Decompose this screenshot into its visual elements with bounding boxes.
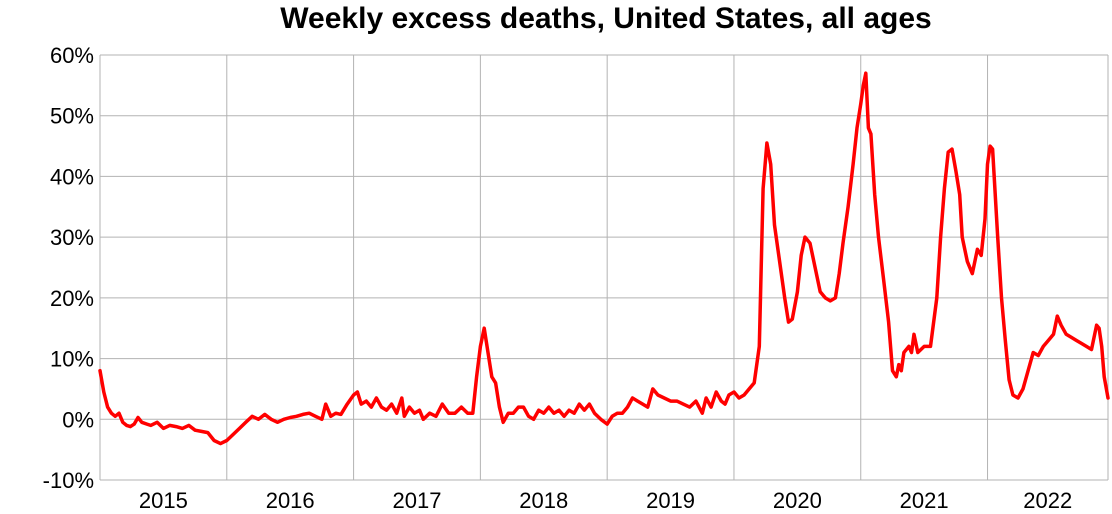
x-tick-label: 2022: [1023, 488, 1072, 513]
x-gridlines: [99, 55, 1109, 480]
y-gridlines: [100, 54, 1108, 481]
x-tick-label: 2017: [393, 488, 442, 513]
x-axis-tick-labels: 2015 2016 2017 2018 2019 2020 2021 2022: [139, 488, 1072, 513]
x-tick-label: 2018: [519, 488, 568, 513]
x-tick-label: 2021: [900, 488, 949, 513]
y-tick-label: 30%: [50, 225, 94, 250]
y-tick-label: 10%: [50, 347, 94, 372]
y-tick-label: 40%: [50, 164, 94, 189]
series-group: [98, 71, 1110, 446]
x-tick-label: 2015: [139, 488, 188, 513]
y-axis-tick-labels: -10% 0% 10% 20% 30% 40% 50% 60%: [43, 43, 94, 493]
y-tick-label: 0%: [62, 407, 94, 432]
y-tick-label: 60%: [50, 43, 94, 68]
y-tick-label: 20%: [50, 286, 94, 311]
chart-title: Weekly excess deaths, United States, all…: [280, 2, 932, 35]
x-tick-label: 2020: [773, 488, 822, 513]
x-tick-label: 2019: [646, 488, 695, 513]
y-tick-label: -10%: [43, 468, 94, 493]
x-tick-label: 2016: [266, 488, 315, 513]
y-tick-label: 50%: [50, 104, 94, 129]
